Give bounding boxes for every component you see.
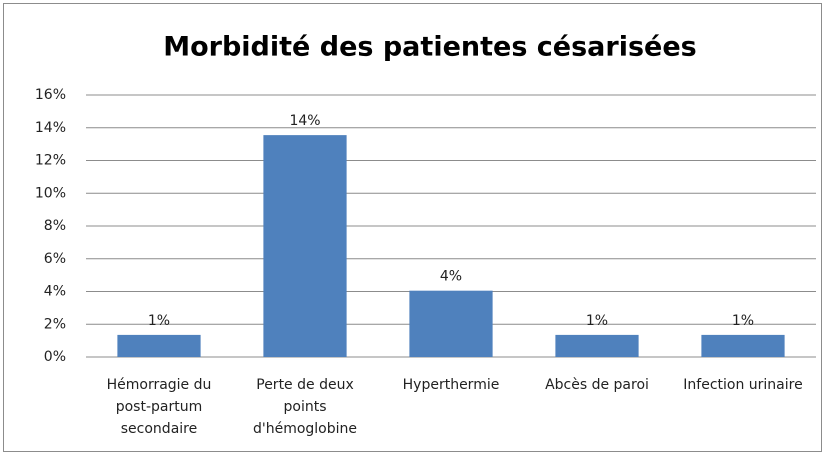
y-tick-label: 8%: [44, 218, 66, 234]
y-tick-label: 2%: [44, 316, 66, 332]
y-tick-label: 4%: [44, 284, 66, 300]
bar: [409, 290, 493, 357]
x-tick-label: Hémorragie du post-partum secondaire: [107, 377, 212, 437]
data-label: 14%: [289, 113, 320, 129]
data-label: 4%: [440, 269, 462, 285]
y-tick-label: 10%: [35, 185, 66, 201]
y-tick-label: 6%: [44, 251, 66, 267]
y-tick-label: 16%: [35, 87, 66, 103]
bar: [555, 334, 639, 357]
x-tick-label: Hyperthermie: [403, 377, 500, 393]
y-tick-label: 12%: [35, 153, 66, 169]
data-label: 1%: [586, 313, 608, 329]
bar: [117, 334, 201, 357]
x-tick-label: Perte de deux points d'hémoglobine: [253, 377, 357, 437]
x-tick-label: Abcès de paroi: [545, 377, 649, 393]
data-label: 1%: [732, 313, 754, 329]
chart-title: Morbidité des patientes césarisées: [163, 32, 697, 63]
bar: [263, 135, 347, 357]
y-tick-label: 0%: [44, 349, 66, 365]
bar: [701, 334, 785, 357]
data-label: 1%: [148, 313, 170, 329]
x-tick-label: Infection urinaire: [683, 377, 802, 393]
y-tick-label: 14%: [35, 120, 66, 136]
chart-frame: [3, 3, 822, 452]
